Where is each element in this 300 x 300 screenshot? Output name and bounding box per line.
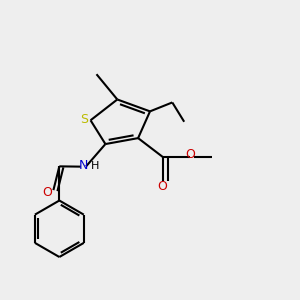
Text: H: H [91,161,99,171]
Text: O: O [185,148,195,161]
Text: O: O [43,186,52,199]
Text: N: N [79,159,88,172]
Text: O: O [157,180,167,193]
Text: S: S [80,113,88,126]
